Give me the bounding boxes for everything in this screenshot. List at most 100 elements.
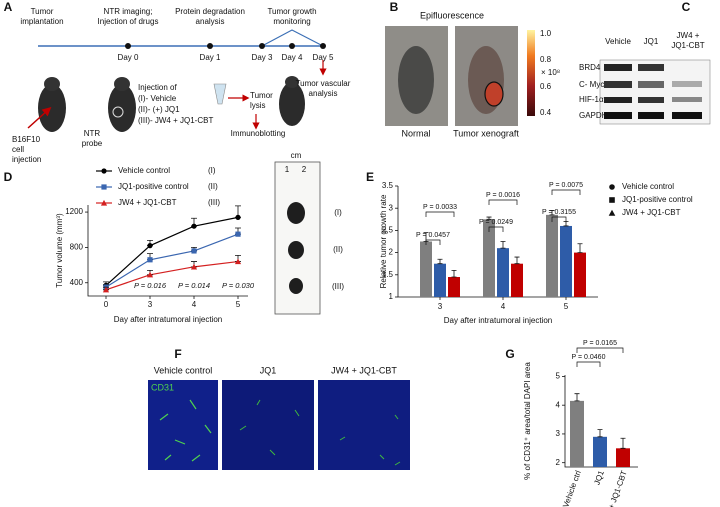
marker (235, 214, 241, 220)
lane-label: JW4 + (677, 31, 700, 40)
marker (191, 223, 197, 229)
y-tick-label: 3.5 (382, 181, 394, 190)
p-value: P = 0.0165 (583, 340, 617, 347)
marker (234, 258, 242, 265)
error-bar (577, 243, 583, 253)
protein-label: HIF-1α (579, 95, 604, 104)
x-axis-label: Day after intratumoral injection (444, 316, 553, 325)
marker (190, 263, 198, 270)
y-tick-label: 2 (556, 458, 561, 467)
inset-group: (III) (332, 282, 344, 291)
marker (147, 257, 153, 263)
timeline-step: implantation (20, 17, 63, 26)
legend-label: JW4 + JQ1-CBT (118, 198, 177, 207)
bar (616, 448, 630, 467)
timeline-step: monitoring (273, 17, 310, 26)
x-axis-label: Day after intratumoral injection (114, 315, 223, 324)
y-axis-label: Tumor volume (mm³) (55, 213, 64, 288)
lysis-label: lysis (250, 101, 266, 110)
error-bar (549, 210, 555, 216)
lane-label: JQ1 (644, 37, 659, 46)
day-label: Day 5 (313, 53, 334, 62)
injection-label: Injection of (138, 83, 177, 92)
y-tick-label: 2.5 (382, 226, 394, 235)
bar (560, 225, 572, 297)
marker (101, 184, 107, 190)
bracket (425, 239, 441, 245)
timeline-art (27, 29, 327, 132)
x-tick-label: 5 (236, 300, 241, 309)
panel-label: C (682, 0, 691, 14)
panel-label: A (4, 0, 13, 14)
timeline-step: Tumor (31, 7, 54, 16)
bar (434, 263, 446, 297)
bracket (551, 189, 581, 195)
protein-label: GAPDH (579, 111, 608, 120)
marker (100, 199, 108, 206)
panel-label: F (174, 347, 181, 361)
x-tick-label: JQ1 (592, 469, 606, 486)
marker (609, 197, 615, 203)
lane-label: JQ1-CBT (671, 41, 704, 50)
bracket (576, 347, 624, 353)
marker (609, 184, 615, 190)
p-value: P = 0.3155 (542, 209, 576, 216)
timeline-step: Injection of drugs (98, 17, 159, 26)
p-value: P = 0.030 (222, 281, 255, 290)
timeline-step: NTR imaging; (104, 7, 153, 16)
histology-title: JQ1 (260, 365, 277, 375)
panel-label: B (390, 0, 399, 14)
day-label: Day 0 (118, 53, 139, 62)
cell-injection: injection (12, 155, 41, 164)
colorbar-tick: 0.4 (540, 108, 552, 117)
marker (146, 271, 154, 278)
timeline-step: Tumor growth (267, 7, 316, 16)
day-label: Day 3 (252, 53, 273, 62)
error-bar (563, 221, 569, 227)
legend-label: Vehicle control (118, 166, 170, 175)
legend-tag: (I) (208, 166, 216, 175)
error-bar (486, 216, 492, 220)
marker (235, 231, 241, 237)
protein-label: C- Myc (579, 80, 604, 89)
legend-label: JQ1-positive control (622, 195, 693, 204)
injection-label: (II)- (+) JQ1 (138, 105, 180, 114)
error-bar (620, 437, 626, 449)
marker (102, 286, 110, 293)
marker (608, 209, 616, 216)
legend-label: Vehicle control (622, 182, 674, 191)
axis (87, 205, 248, 297)
injection-label: (I)- Vehicle (138, 94, 177, 103)
y-tick-label: 3 (556, 429, 561, 438)
bracket (425, 211, 455, 217)
colorbar-scale: × 10⁸ (541, 68, 560, 77)
histology-art (148, 380, 410, 470)
inset-scale: 2 (302, 165, 307, 174)
marker (147, 243, 153, 249)
legend-tag: (II) (208, 182, 218, 191)
probe-label: probe (82, 139, 103, 148)
bar (593, 436, 607, 467)
inset-group: (I) (334, 208, 342, 217)
y-tick-label: 1 (389, 292, 394, 301)
day-label: Day 4 (282, 53, 303, 62)
caption: Tumor xenograft (453, 128, 519, 138)
y-tick-label: 4 (556, 400, 561, 409)
bar (574, 252, 586, 297)
p-value: P = 0.0033 (423, 204, 457, 211)
cell-injection: B16F10 (12, 135, 41, 144)
error-bar (514, 256, 520, 265)
bracket (551, 216, 567, 222)
p-value: P = 0.016 (134, 281, 167, 290)
inset-group: (II) (333, 245, 343, 254)
bar (511, 263, 523, 297)
axis (564, 375, 638, 468)
timeline-step: analysis (196, 17, 225, 26)
error-bar (451, 269, 457, 278)
colorbar-tick: 1.0 (540, 29, 552, 38)
y-axis-label: Relative tumor growth rate (379, 194, 388, 288)
x-tick-label: 4 (501, 302, 506, 311)
x-tick-label: 0 (104, 300, 109, 309)
day-label: Day 1 (200, 53, 221, 62)
